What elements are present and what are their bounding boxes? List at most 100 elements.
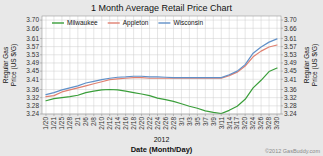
grid-line xyxy=(213,16,214,114)
grid-line xyxy=(85,16,86,114)
tick-label: 3.45 xyxy=(284,67,297,74)
tick-mark xyxy=(181,114,182,116)
tick-mark xyxy=(85,114,86,116)
grid-line xyxy=(61,16,62,114)
tick-label: 3/5 xyxy=(194,117,201,126)
tick-mark xyxy=(261,114,262,116)
tick-mark xyxy=(40,62,42,63)
tick-label: 3/9 xyxy=(210,117,217,126)
tick-label: 3.36 xyxy=(284,86,297,93)
tick-label: 3/1 xyxy=(178,117,185,126)
tick-mark xyxy=(40,79,42,80)
tick-mark xyxy=(237,114,238,116)
title: 1 Month Average Retail Price Chart xyxy=(91,3,232,13)
plot-area xyxy=(42,16,281,114)
y2-axis: 3.243.283.323.363.413.453.493.533.573.61… xyxy=(281,16,297,117)
grid-line xyxy=(133,16,134,114)
tick-label: 2/10 xyxy=(98,117,105,130)
tick-mark xyxy=(213,114,214,116)
grid-line xyxy=(125,16,126,114)
tick-mark xyxy=(281,38,283,39)
tick-mark xyxy=(277,114,278,116)
tick-label: 2/26 xyxy=(162,117,169,130)
grid-line xyxy=(181,16,182,114)
tick-mark xyxy=(77,114,78,116)
tick-mark xyxy=(245,114,246,116)
grid-line xyxy=(173,16,174,114)
tick-mark xyxy=(40,97,42,98)
grid-line xyxy=(101,16,102,114)
tick-mark xyxy=(61,114,62,116)
chart: 3.243.283.323.363.413.453.493.533.573.61… xyxy=(0,0,323,156)
tick-mark xyxy=(189,114,190,116)
tick-mark xyxy=(40,38,42,39)
grid-line xyxy=(253,16,254,114)
x-axis-label: Date (Month/Day) xyxy=(131,145,193,154)
tick-label: 2/8 xyxy=(90,117,97,126)
grid-line xyxy=(261,16,262,114)
tick-label: 3.41 xyxy=(284,76,297,83)
tick-mark xyxy=(40,20,42,21)
tick-mark xyxy=(281,71,283,72)
y2-axis-label: Regular GasPrice (US $/G) xyxy=(303,44,319,86)
tick-mark xyxy=(281,114,283,115)
watermark: ©2012 GasBuddy.com xyxy=(265,148,320,154)
tick-label: 3.61 xyxy=(26,35,39,42)
tick-mark xyxy=(69,114,70,116)
tick-label: 3/30 xyxy=(273,117,280,130)
tick-mark xyxy=(101,114,102,116)
tick-label: 2/28 xyxy=(170,117,177,130)
tick-label: 2/20 xyxy=(138,117,145,130)
tick-label: 3.70 xyxy=(26,16,39,23)
legend-swatch xyxy=(108,22,120,23)
legend-label: Milwaukee xyxy=(67,19,98,26)
tick-label: 3/14 xyxy=(226,117,233,130)
tick-label: 2/18 xyxy=(130,117,137,130)
tick-label: 3.57 xyxy=(284,43,297,50)
tick-mark xyxy=(141,114,142,116)
tick-label: 3.28 xyxy=(284,102,297,109)
tick-label: 3.36 xyxy=(26,86,39,93)
tick-label: 3/7 xyxy=(202,117,209,126)
tick-mark xyxy=(205,114,206,116)
grid-line xyxy=(117,16,118,114)
tick-label: 3.49 xyxy=(26,59,39,66)
tick-label: 3/17 xyxy=(233,117,240,130)
grid-line xyxy=(269,16,270,114)
tick-mark xyxy=(173,114,174,116)
tick-mark xyxy=(125,114,126,116)
tick-mark xyxy=(109,114,110,116)
tick-label: 3.70 xyxy=(284,16,297,23)
tick-label: 3.66 xyxy=(26,25,39,32)
tick-label: 3.24 xyxy=(26,110,39,117)
tick-mark xyxy=(281,20,283,21)
tick-mark xyxy=(40,105,42,106)
grid xyxy=(42,16,281,114)
tick-label: 2/12 xyxy=(106,117,113,130)
grid-line xyxy=(205,16,206,114)
tick-label: 3.41 xyxy=(26,76,39,83)
tick-label: 3.61 xyxy=(284,35,297,42)
x-axis-sublabel: 2012 xyxy=(154,136,170,143)
tick-label: 3.32 xyxy=(26,94,39,101)
tick-label: 3.66 xyxy=(284,25,297,32)
grid-line xyxy=(149,16,150,114)
tick-label: 3/3 xyxy=(186,117,193,126)
tick-mark xyxy=(40,46,42,47)
tick-mark xyxy=(40,89,42,90)
tick-mark xyxy=(40,28,42,29)
tick-label: 1/21 xyxy=(50,117,57,130)
tick-label: 2/22 xyxy=(146,117,153,130)
tick-label: 3.57 xyxy=(26,43,39,50)
tick-label: 2/6 xyxy=(82,117,89,126)
tick-mark xyxy=(281,79,283,80)
tick-mark xyxy=(281,28,283,29)
tick-label: 2/16 xyxy=(122,117,129,130)
tick-mark xyxy=(281,62,283,63)
tick-mark xyxy=(40,54,42,55)
background xyxy=(0,0,323,156)
grid-line xyxy=(69,16,70,114)
tick-mark xyxy=(221,114,222,116)
grid-line xyxy=(77,16,78,114)
legend-swatch xyxy=(52,22,64,23)
